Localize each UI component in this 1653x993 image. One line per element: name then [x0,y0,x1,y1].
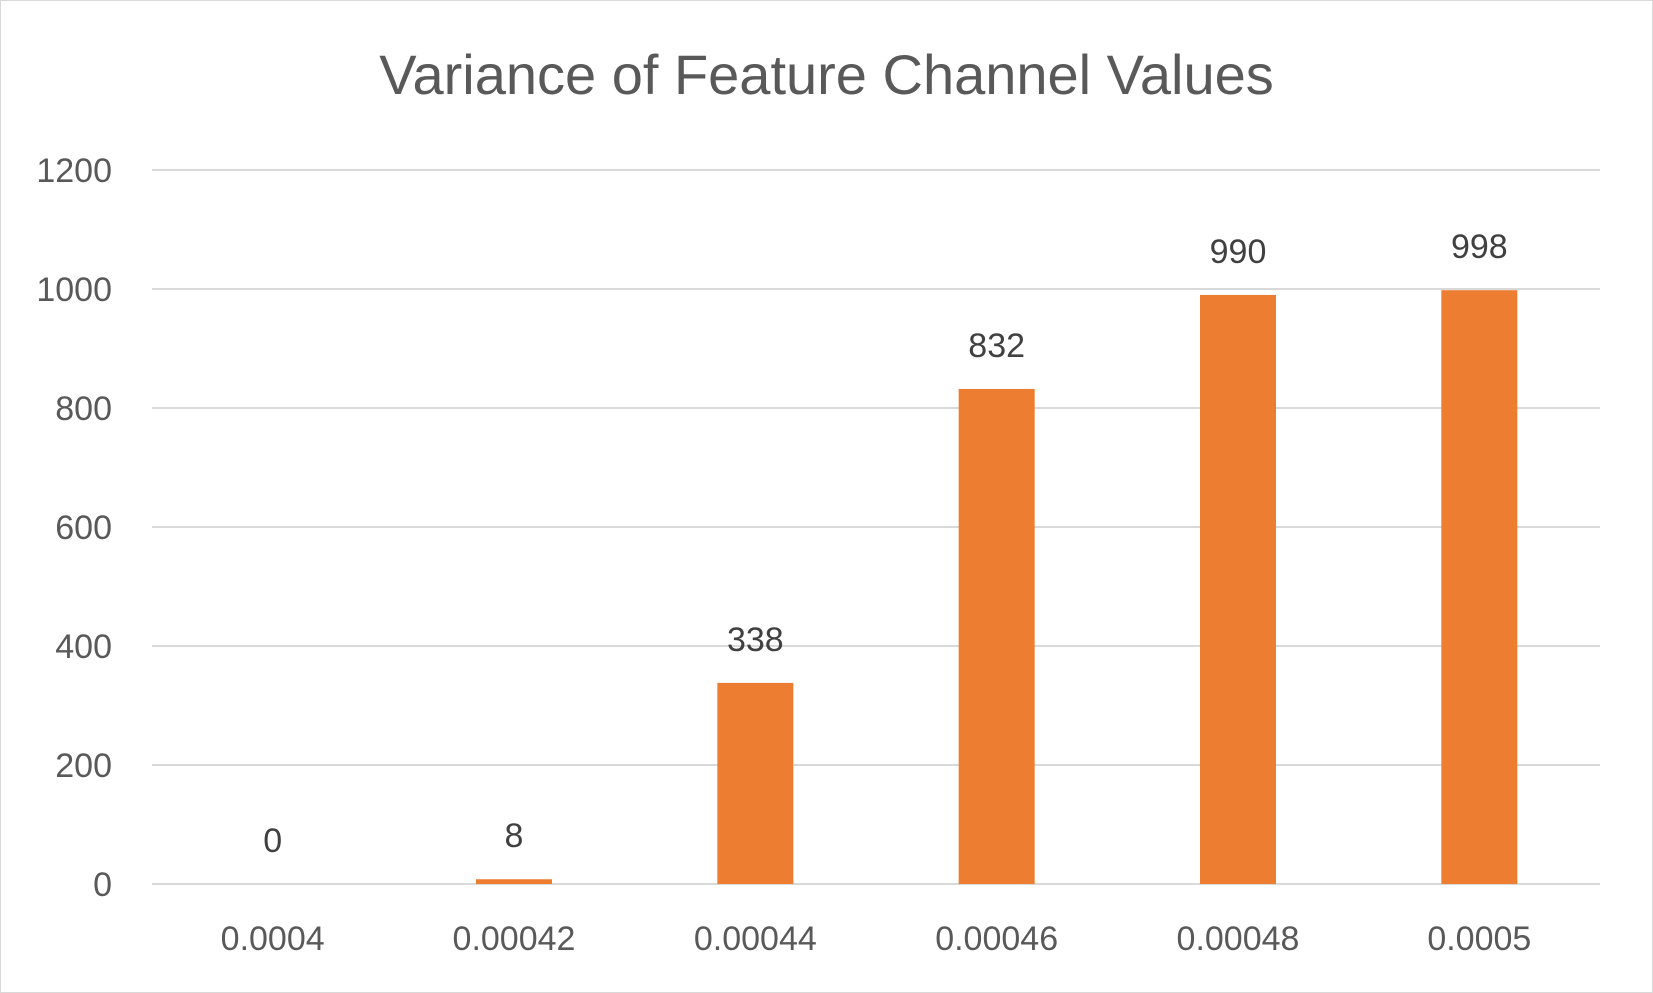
x-tick-label: 0.0005 [1427,920,1531,958]
gridlines [152,169,1600,885]
x-tick-label: 0.00046 [935,920,1058,958]
data-label: 832 [968,327,1025,365]
y-tick-label: 0 [93,866,112,904]
x-tick-label: 0.00042 [453,920,576,958]
data-labels: 0 8 338 832 990 998 [263,228,1507,860]
y-axis-tick-labels: 0 200 400 600 800 1000 1200 [36,152,112,904]
bar [958,388,1035,884]
y-tick-label: 1000 [36,271,112,309]
y-tick-label: 200 [55,747,112,785]
data-label: 338 [727,621,784,659]
x-tick-label: 0.00044 [694,920,817,958]
x-tick-label: 0.00048 [1177,920,1300,958]
y-tick-label: 400 [55,628,112,666]
y-tick-label: 1200 [36,152,112,190]
chart-title: Variance of Feature Channel Values [379,43,1274,106]
bar [476,879,552,884]
x-axis-tick-labels: 0.0004 0.00042 0.00044 0.00046 0.00048 0.0005 [221,920,1532,958]
y-tick-label: 600 [55,509,112,547]
y-tick-label: 800 [55,390,112,428]
data-label: 0 [263,822,282,860]
bars [476,290,1518,884]
bar [717,682,794,884]
bar [1441,290,1518,884]
x-tick-label: 0.0004 [221,920,325,958]
data-label: 990 [1210,233,1267,271]
bar [1200,294,1276,884]
data-label: 998 [1451,228,1508,266]
data-label: 8 [505,817,524,855]
